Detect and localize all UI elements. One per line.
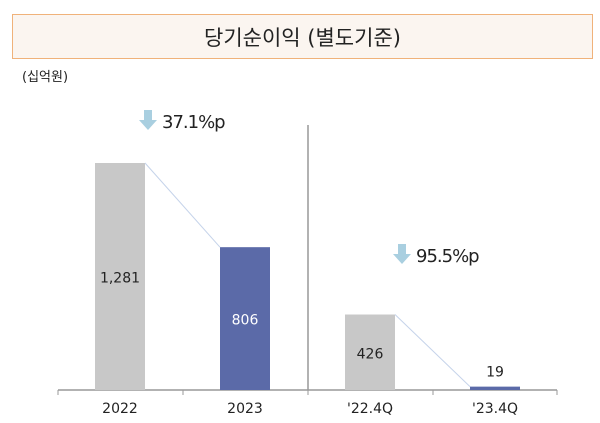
data-label: 19 (486, 365, 504, 381)
data-label: 806 (232, 313, 259, 329)
down-arrow-icon (139, 110, 157, 130)
chart-title: 당기순이익 (별도기준) (204, 25, 401, 50)
connector-line (394, 314, 471, 387)
chart-title-box: 당기순이익 (별도기준) (12, 14, 593, 59)
unit-label: (십억원) (22, 70, 69, 85)
down-arrow-icon (393, 244, 411, 264)
data-label: 1,281 (100, 271, 140, 287)
change-annotation: 37.1%p (162, 112, 225, 133)
bar-'23.4Q (470, 386, 520, 390)
bar-2022 (95, 163, 145, 390)
x-tick-label: '23.4Q (472, 401, 518, 417)
x-tick-label: 2022 (102, 401, 138, 417)
data-label: 426 (357, 346, 384, 362)
bar-2023 (220, 247, 270, 390)
connector-line (144, 162, 221, 248)
change-annotation: 95.5%p (416, 246, 479, 267)
x-tick-label: 2023 (227, 401, 263, 417)
bar-'22.4Q (345, 314, 395, 390)
x-tick-label: '22.4Q (347, 401, 393, 417)
